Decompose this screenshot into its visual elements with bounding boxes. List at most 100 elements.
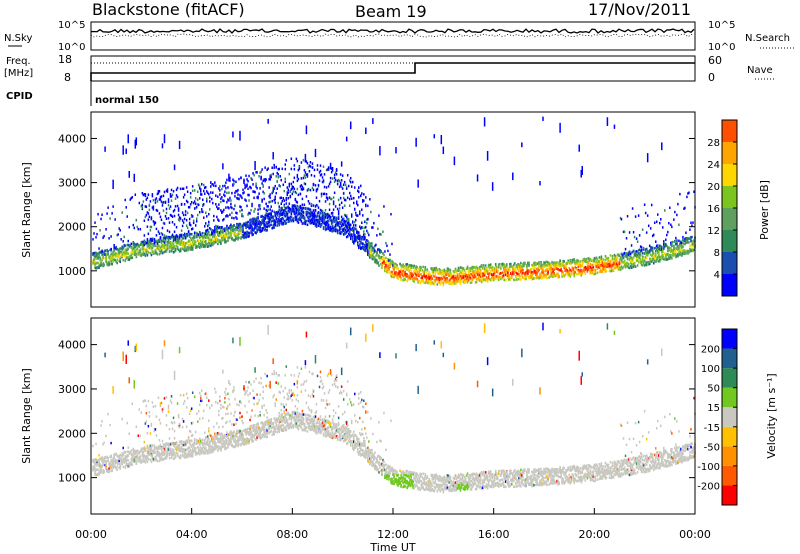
power-pixel-5119 <box>392 266 394 270</box>
power-pixel-4704 <box>363 193 365 196</box>
power-pixel-7707 <box>605 263 608 266</box>
power-pixel-5551 <box>427 276 430 280</box>
power-pixel-4356 <box>343 198 346 202</box>
power-pixel-1523 <box>187 230 190 233</box>
power-pixel-4648 <box>360 227 362 230</box>
power-pixel-293 <box>113 247 115 251</box>
power-pixel-7275 <box>570 272 573 275</box>
power-pixel-5104 <box>391 259 393 263</box>
power-pixel-6041 <box>468 271 471 274</box>
power-pixel-1447 <box>183 203 186 206</box>
power-pixel-1156 <box>167 203 170 207</box>
power-pixel-2657 <box>250 223 252 227</box>
power-pixel-1996 <box>215 228 217 232</box>
power-pixel-3995 <box>323 185 326 189</box>
power-pixel-1411 <box>181 219 184 222</box>
power-pixel-6671 <box>520 278 522 281</box>
power-pixel-4990 <box>382 256 384 260</box>
power-pixel-4694 <box>363 237 365 241</box>
power-pixel-607 <box>135 137 138 146</box>
power-pixel-3867 <box>316 164 319 167</box>
power-pixel-7431 <box>582 261 585 264</box>
velocity-pixel-178 <box>104 352 106 358</box>
power-pixel-597 <box>135 248 138 252</box>
velocity-pixel-406 <box>121 417 123 421</box>
power-pixel-4608 <box>358 196 360 199</box>
velocity-pixel-389 <box>120 454 123 457</box>
power-pixel-6655 <box>519 276 521 279</box>
power-pixel-2150 <box>223 217 225 221</box>
power-pixel-1847 <box>207 245 209 248</box>
velocity-pixel-158 <box>103 470 105 474</box>
power-pixel-3050 <box>272 219 275 223</box>
power-pixel-8191 <box>642 262 645 265</box>
power-pixel-7417 <box>581 261 584 265</box>
power-pixel-297 <box>113 258 115 261</box>
power-pixel-7907 <box>621 255 624 258</box>
power-pixel-2793 <box>258 228 260 232</box>
power-pixel-6219 <box>482 274 485 277</box>
power-pixel-2025 <box>217 242 219 246</box>
power-pixel-732 <box>144 240 147 244</box>
power-pixel-7777 <box>611 257 614 261</box>
power-pixel-2769 <box>257 226 259 229</box>
power-pixel-3344 <box>288 216 291 220</box>
power-pixel-1142 <box>166 229 169 232</box>
power-pixel-2399 <box>236 212 238 215</box>
power-pixel-2758 <box>256 219 258 223</box>
power-pixel-7307 <box>573 274 576 278</box>
power-pixel-824 <box>149 242 152 246</box>
power-pixel-3595 <box>301 185 304 189</box>
power-pixel-6499 <box>505 263 508 267</box>
power-pixel-8564 <box>670 223 672 227</box>
power-pixel-7293 <box>571 260 574 263</box>
power-pixel-4803 <box>369 246 371 250</box>
power-pixel-6913 <box>540 276 542 279</box>
power-pixel-1380 <box>179 234 182 237</box>
power-pixel-6457 <box>502 277 505 280</box>
power-pixel-6413 <box>498 262 501 266</box>
power-pixel-3939 <box>320 192 323 196</box>
power-pixel-5873 <box>454 282 457 285</box>
power-pixel-7471 <box>586 270 589 273</box>
power-pixel-4252 <box>337 178 340 182</box>
power-pixel-6551 <box>510 264 512 268</box>
power-pixel-855 <box>150 238 153 242</box>
power-pixel-3073 <box>273 163 275 167</box>
power-pixel-8761 <box>685 237 687 240</box>
power-pixel-7613 <box>598 266 601 269</box>
velocity-pixel-68 <box>97 468 99 471</box>
power-pixel-1215 <box>170 195 173 198</box>
power-pixel-4340 <box>342 183 345 187</box>
power-colorbar-tick-0: 4 <box>714 270 720 281</box>
power-pixel-1139 <box>166 190 169 193</box>
power-pixel-2476 <box>241 223 243 227</box>
power-pixel-4995 <box>383 257 385 261</box>
power-pixel-1592 <box>191 227 194 230</box>
power-pixel-7541 <box>592 265 595 269</box>
power-pixel-670 <box>140 253 143 256</box>
power-pixel-2582 <box>246 184 248 187</box>
power-pixel-8542 <box>669 247 671 250</box>
power-pixel-2598 <box>247 179 249 183</box>
power-pixel-8332 <box>652 233 655 237</box>
power-pixel-8222 <box>644 255 647 259</box>
power-pixel-4405 <box>346 235 349 238</box>
power-pixel-5425 <box>417 272 420 276</box>
power-pixel-8458 <box>663 257 665 261</box>
power-pixel-5293 <box>406 279 408 282</box>
power-pixel-1621 <box>193 236 196 239</box>
power-pixel-3207 <box>281 213 284 217</box>
power-pixel-5355 <box>411 274 413 278</box>
power-pixel-7487 <box>587 268 590 271</box>
power-pixel-6919 <box>541 267 543 271</box>
power-pixel-2909 <box>264 216 266 220</box>
power-pixel-271 <box>111 262 113 266</box>
power-pixel-353 <box>117 233 119 236</box>
power-pixel-5649 <box>435 268 438 272</box>
power-pixel-7095 <box>555 261 557 264</box>
velocity-pixel-3 <box>92 458 94 462</box>
power-pixel-3185 <box>279 185 281 188</box>
power-pixel-979 <box>157 190 160 193</box>
power-pixel-7587 <box>595 256 598 260</box>
